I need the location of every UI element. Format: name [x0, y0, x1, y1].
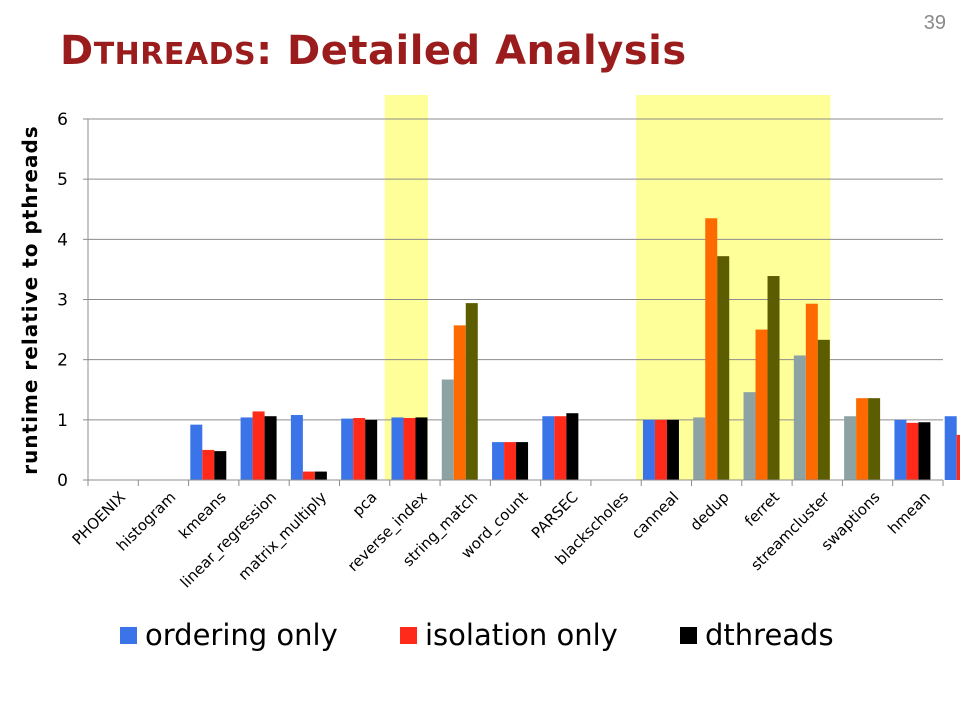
- bar-dthreads-ferret: [817, 339, 830, 480]
- y-tick-label: 0: [57, 471, 68, 491]
- bar-ordering-only-kmeans: [240, 417, 253, 480]
- bar-isolation-only-ferret: [805, 303, 818, 480]
- bar-isolation-only-string-match: [504, 442, 517, 480]
- x-tick-labels: PHOENIXhistogramkmeanslinear_regressionm…: [69, 488, 934, 593]
- bar-dthreads-pca: [415, 417, 428, 480]
- highlight-band: [384, 95, 429, 480]
- legend-swatch: [400, 627, 417, 644]
- bar-isolation-only-hmean: [956, 434, 960, 480]
- bar-ordering-only-histogram: [190, 424, 203, 480]
- x-tick-label: canneal: [628, 488, 682, 542]
- x-tick-label: hmean: [884, 488, 934, 538]
- bar-isolation-only-canneal: [705, 218, 718, 480]
- bar-dthreads-word-count: [566, 413, 579, 480]
- bar-ordering-only-hmean: [944, 416, 957, 480]
- bar-isolation-only-dedup: [755, 329, 768, 480]
- bar-isolation-only-reverse-index: [453, 325, 466, 480]
- bar-dthreads-linear-regression: [314, 471, 327, 480]
- bar-ordering-only-ferret: [793, 355, 806, 480]
- legend-swatch: [680, 627, 697, 644]
- bar-isolation-only-word-count: [554, 416, 567, 480]
- title-rest: : Detailed Analysis: [256, 28, 687, 74]
- bar-dthreads-reverse-index: [465, 303, 478, 480]
- bar-ordering-only-canneal: [693, 417, 706, 480]
- bar-ordering-only-streamcluster: [844, 416, 857, 480]
- bar-dthreads-blackscholes: [666, 419, 679, 480]
- y-tick-label: 2: [57, 351, 68, 371]
- bar-isolation-only-swaptions: [906, 422, 919, 480]
- legend-label: ordering only: [145, 618, 338, 652]
- bar-dthreads-string-match: [516, 442, 529, 480]
- y-tick-labels: 0 1 2 3 4 5 6: [57, 110, 68, 491]
- bars: [190, 218, 960, 480]
- bar-isolation-only-pca: [403, 418, 416, 480]
- bar-dthreads-dedup: [767, 276, 780, 480]
- bar-dthreads-swaptions: [918, 422, 931, 480]
- bar-isolation-only-linear-regression: [302, 471, 315, 480]
- bar-dthreads-kmeans: [264, 416, 277, 480]
- bar-ordering-only-word-count: [542, 416, 555, 480]
- title-smallcaps: THREADS: [93, 37, 257, 72]
- axes: [87, 119, 944, 486]
- bar-isolation-only-blackscholes: [654, 419, 667, 480]
- bar-ordering-only-matrix-multiply: [341, 418, 354, 480]
- y-tick-label: 6: [57, 110, 68, 130]
- title-initial: D: [60, 28, 94, 74]
- legend: ordering only isolation only dthreads: [120, 618, 834, 652]
- bar-ordering-only-string-match: [492, 442, 505, 480]
- bar-ordering-only-reverse-index: [441, 379, 454, 480]
- y-tick-label: 3: [57, 291, 68, 311]
- bar-ordering-only-dedup: [743, 392, 756, 480]
- x-tick-label: dedup: [686, 488, 732, 534]
- bar-dthreads-canneal: [717, 256, 730, 480]
- bar-dthreads-streamcluster: [868, 398, 881, 480]
- bar-ordering-only-swaptions: [894, 419, 907, 480]
- slide-title: DTHREADS: Detailed Analysis: [60, 28, 687, 74]
- bar-isolation-only-streamcluster: [856, 398, 869, 480]
- legend-label: dthreads: [705, 618, 834, 652]
- bar-isolation-only-histogram: [202, 449, 215, 480]
- y-tick-label: 5: [57, 170, 68, 190]
- bar-isolation-only-matrix-multiply: [353, 418, 366, 480]
- bar-ordering-only-linear-regression: [290, 415, 303, 480]
- slide-number: 39: [923, 12, 946, 34]
- x-tick-label: ferret: [741, 488, 783, 530]
- bar-dthreads-matrix-multiply: [365, 419, 378, 480]
- legend-label: isolation only: [425, 618, 618, 652]
- x-tick-label: pca: [349, 488, 381, 520]
- y-tick-label: 1: [57, 411, 68, 431]
- legend-swatch: [120, 627, 137, 644]
- bar-ordering-only-blackscholes: [642, 419, 655, 480]
- bar-isolation-only-kmeans: [252, 411, 265, 480]
- y-axis-title: runtime relative to pthreads: [18, 125, 42, 474]
- x-tick-label: matrix_multiply: [235, 488, 331, 584]
- bar-dthreads-histogram: [214, 451, 227, 480]
- y-tick-label: 4: [57, 230, 68, 250]
- bar-ordering-only-pca: [391, 417, 404, 480]
